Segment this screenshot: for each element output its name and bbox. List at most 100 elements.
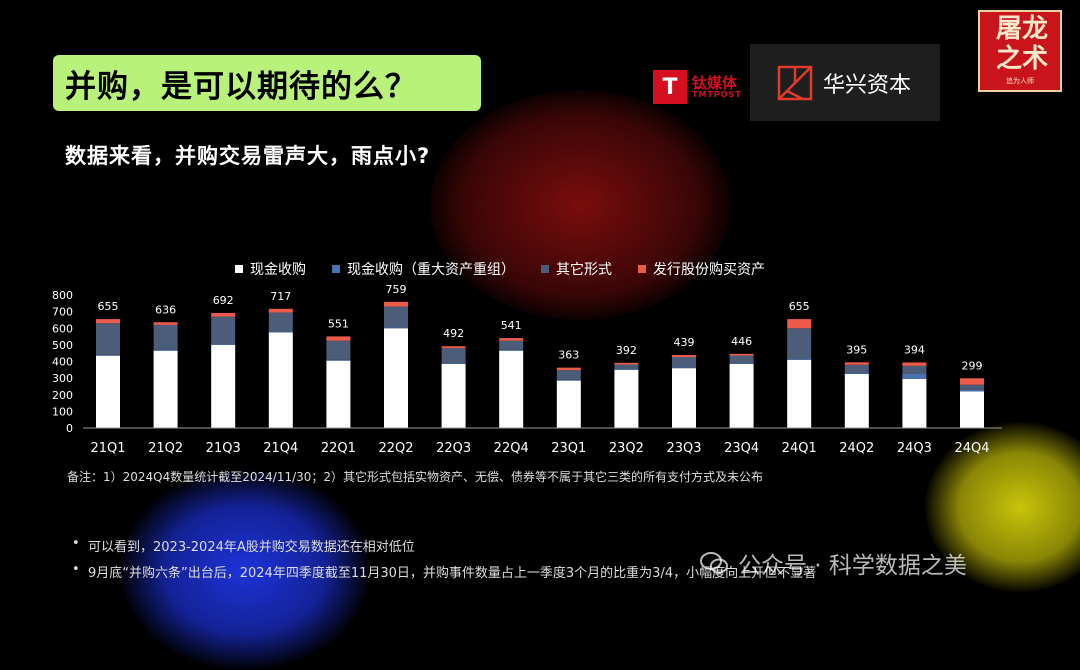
x-tick-label: 23Q1 [551,441,586,456]
background-glow-yellow [925,422,1080,592]
legend-item: 发行股份购买资产 [638,259,765,279]
bar-segment [729,363,754,364]
bar-segment [787,319,812,329]
bar-segment [326,336,351,341]
bar-segment [268,312,293,332]
legend-swatch [235,265,243,273]
legend-label: 其它形式 [556,262,612,278]
bar-segment [729,355,754,364]
tmtpost-en: TMTPOST [692,89,742,99]
bar-segment [729,353,754,356]
total-label: 636 [155,303,176,316]
bar-segment [384,301,408,307]
bar-segment [960,384,984,390]
x-tick-label: 24Q2 [839,441,874,456]
x-tick-label: 21Q1 [90,441,125,456]
bar-segment [960,378,984,385]
bar-segment [499,349,524,351]
total-label: 655 [98,300,119,313]
total-label: 551 [328,317,349,330]
bar-segment [96,355,120,428]
tmtpost-logo: T 钛媒体 TMTPOST [653,70,753,104]
wechat-icon [700,552,728,574]
bar-segment [441,363,466,364]
total-label: 692 [213,294,234,307]
total-label: 392 [616,344,637,357]
bar-segment [787,328,812,360]
bar-segment [902,362,927,366]
x-tick-label: 21Q2 [148,441,183,456]
seal-line-2: 之术 [995,44,1048,74]
bar-segment [268,332,293,428]
page-title-text: 并购，是可以期待的么？ [65,68,417,105]
legend-label: 发行股份购买资产 [653,262,765,278]
y-tick-label: 500 [52,339,73,352]
bar-segment [326,359,351,361]
bar-segment [960,391,984,428]
y-tick-label: 400 [52,356,73,369]
bar-segment [441,346,466,349]
bar-segment [729,363,754,428]
seal-small-text: 追为人师 [1006,77,1034,85]
tmtpost-logo-text: 钛媒体 TMTPOST [692,75,742,99]
total-label: 446 [731,335,752,348]
bar-segment [614,369,639,428]
x-tick-label: 22Q2 [378,441,413,456]
bar-segment [211,344,236,345]
bar-segment [787,359,812,360]
bar-segment [556,380,581,428]
bar-segment [672,357,696,368]
x-tick-label: 23Q4 [724,441,759,456]
chart-footnote: 备注：1）2024Q4数量统计截至2024/11/30；2）其它形式包括实物资产… [67,470,764,484]
bar-segment [153,350,178,428]
bar-segment [384,306,408,328]
bar-segment [614,368,639,370]
total-label: 363 [558,349,579,362]
bar-segment [96,319,120,324]
y-tick-label: 100 [52,405,73,418]
bar-segment [614,364,639,369]
legend-swatch [638,265,646,273]
bar-segment [672,355,696,358]
bar-segment [556,370,581,380]
huaxing-logo: 华兴资本 [750,44,940,121]
total-label: 655 [789,300,810,313]
y-tick-label: 200 [52,389,73,402]
x-tick-label: 24Q3 [897,441,932,456]
bullet-list: 可以看到，2023-2024年A股并购交易数据还在相对低位 9月底“并购六条”出… [72,536,816,588]
y-tick-label: 0 [66,422,73,435]
bar-segment [153,349,178,351]
bar-segment [556,367,581,371]
legend-label: 现金收购（重大资产重组） [347,262,515,278]
bar-segment [902,378,927,428]
bar-segment [844,373,869,374]
bar-segment [614,362,639,365]
bar-chart: 0 100 200 300 400 500 600 700 800 655 21Q1 636 21Q2 6… [52,285,1002,456]
corner-seal-logo: 屠龙 之术 追为人师 [978,10,1062,92]
legend-item: 其它形式 [541,259,612,279]
bar-segment [326,340,351,360]
total-label: 492 [443,327,464,340]
bar-segment [902,373,927,379]
bar-segment [787,359,812,428]
huaxing-logo-text: 华兴资本 [823,72,912,98]
y-tick-label: 600 [52,322,73,335]
bar-segment [384,328,408,428]
x-tick-label: 24Q4 [954,441,989,456]
total-label: 717 [270,290,291,303]
bar-segment [326,360,351,428]
chart-legend: 现金收购 现金收购（重大资产重组） 其它形式 发行股份购买资产 [235,259,791,279]
bar-segment [268,331,293,333]
bar-segment [844,362,869,365]
bar-segment [441,363,466,428]
wechat-watermark: 公众号 · 科学数据之美 [700,546,967,580]
bar-segment [499,338,524,341]
bar-segment [211,344,236,428]
bar-segment [153,324,178,350]
legend-item: 现金收购 [235,259,306,279]
total-label: 439 [674,336,695,349]
bar-segment [499,340,524,350]
legend-swatch [541,265,549,273]
x-tick-label: 22Q3 [436,441,471,456]
tmtpost-logo-icon: T [653,70,687,104]
